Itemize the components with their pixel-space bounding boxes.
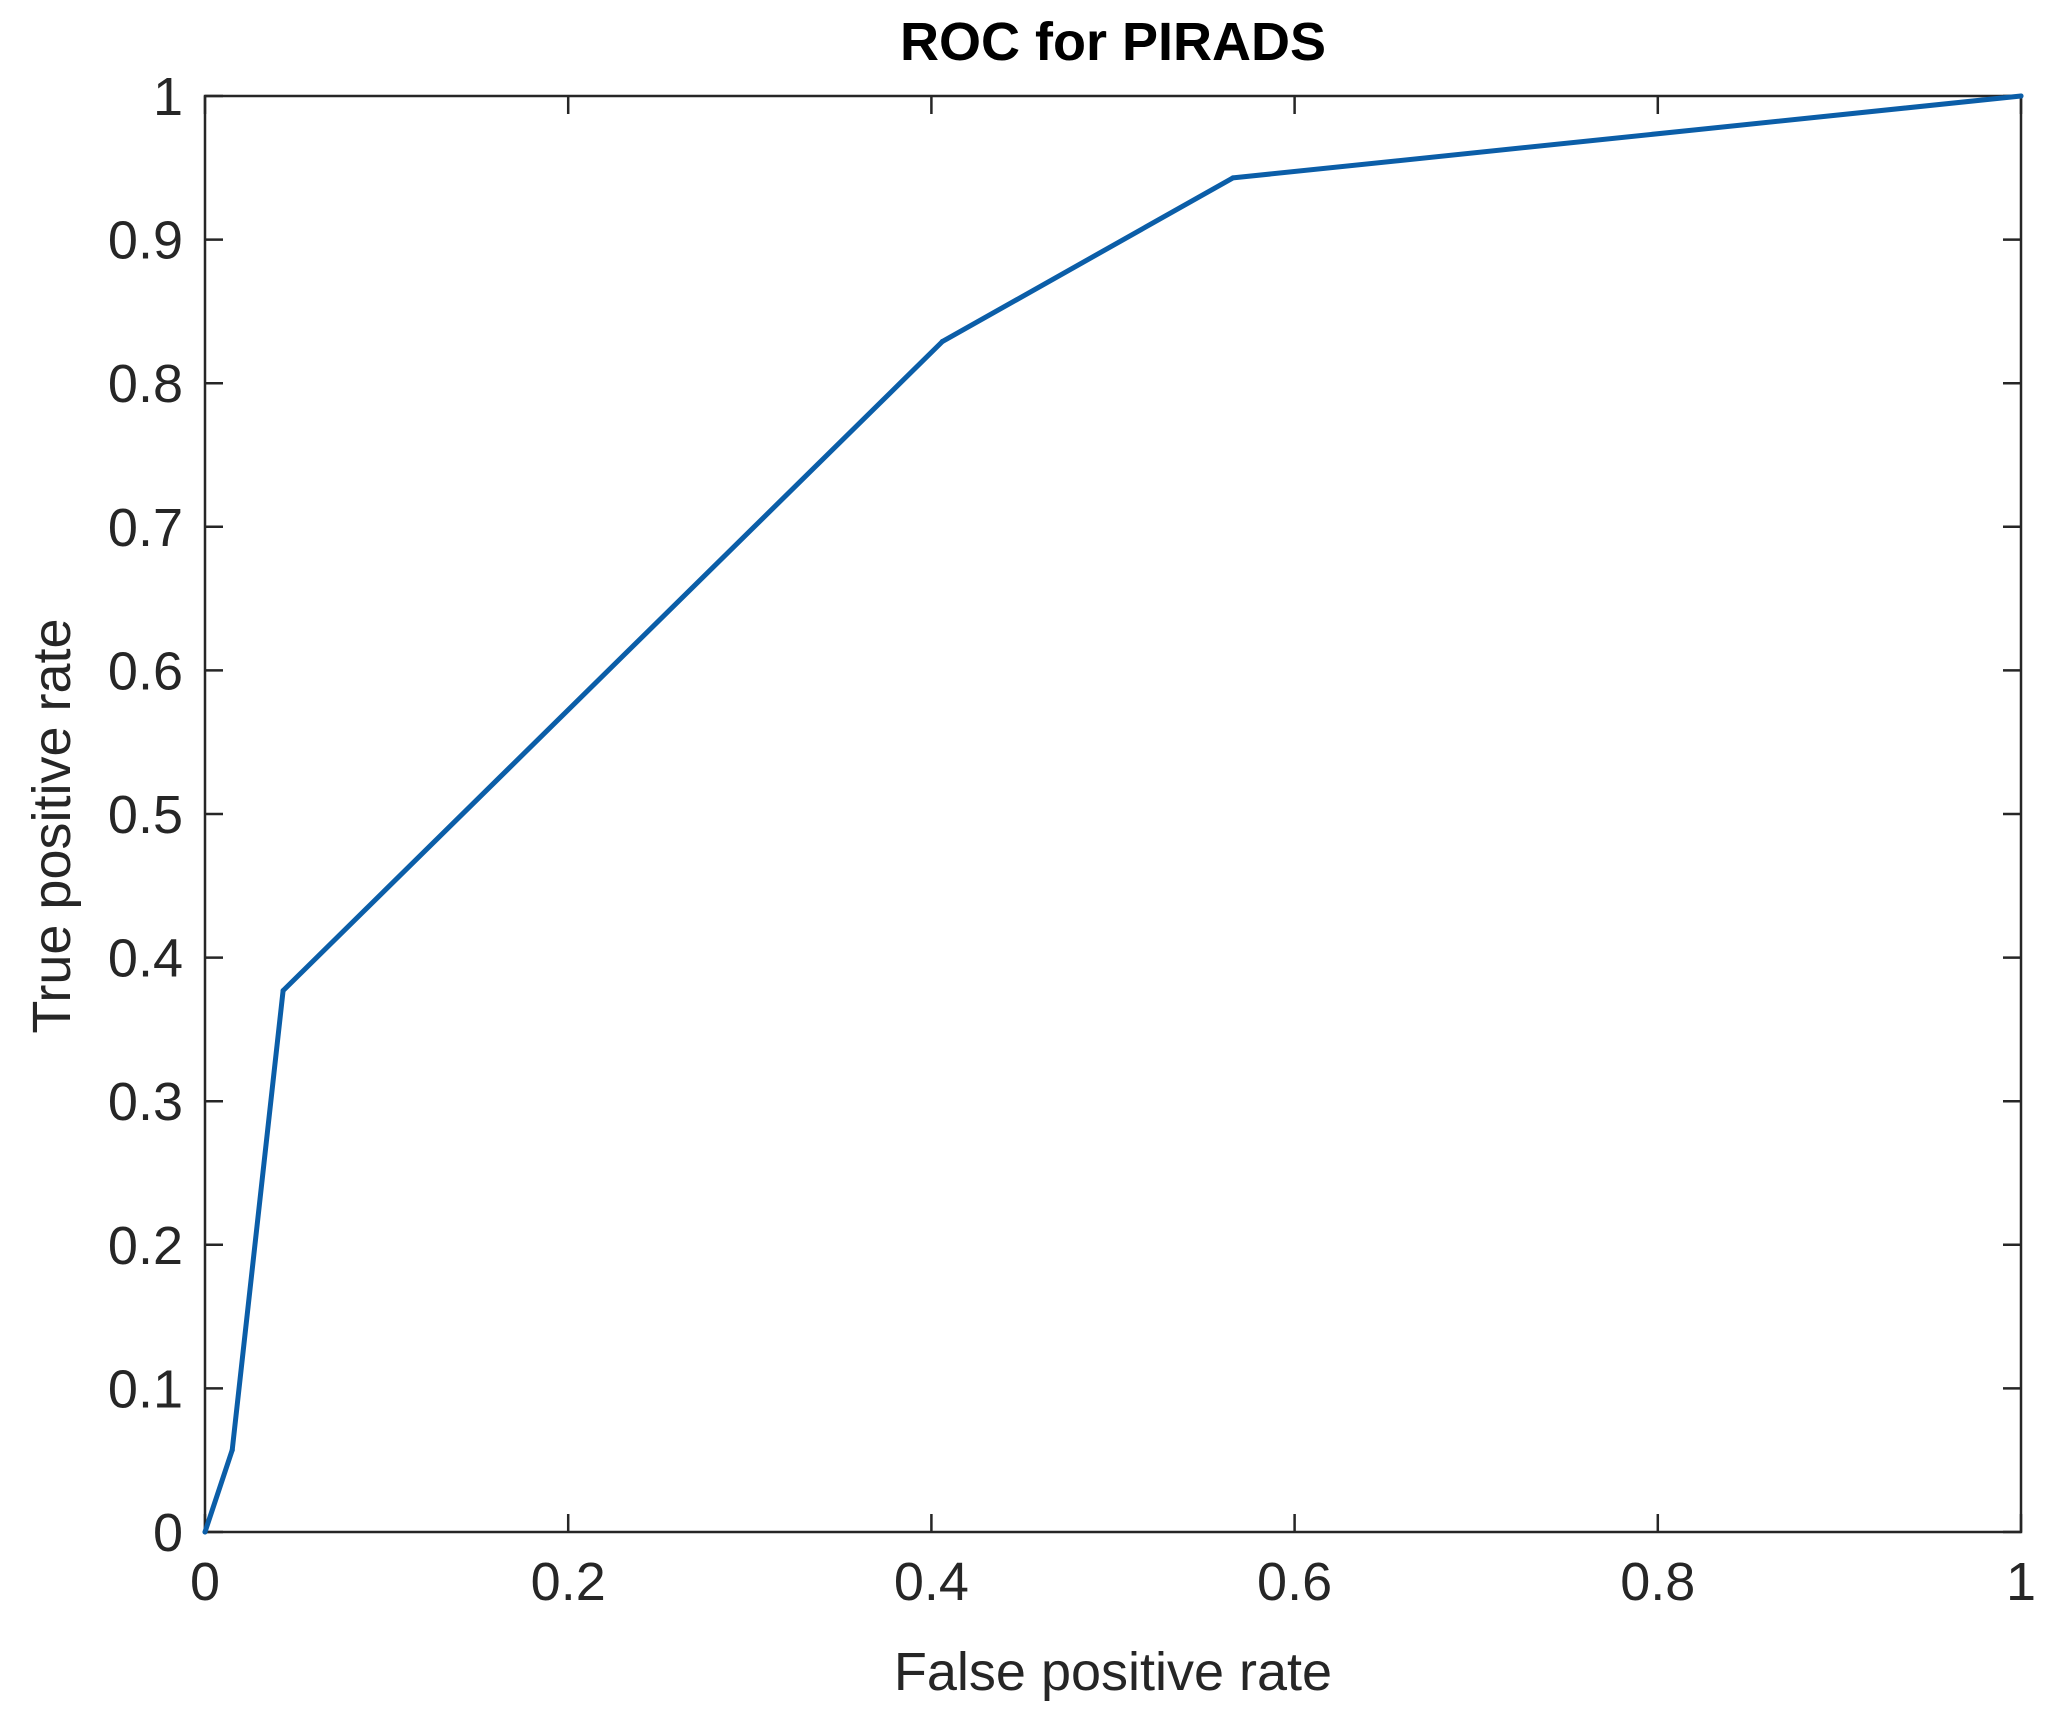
roc-curve-point	[280, 988, 286, 994]
y-tick-label: 0	[153, 1503, 183, 1563]
y-tick-label: 0.2	[108, 1216, 183, 1276]
y-tick-label: 0.9	[108, 211, 183, 271]
plot-frame	[203, 94, 2023, 1534]
x-tick-label: 0.4	[894, 1552, 969, 1612]
roc-curve-point	[939, 339, 945, 345]
roc-curve-point	[1230, 175, 1236, 181]
y-tick-label: 0.3	[108, 1072, 183, 1132]
roc-curve-point	[229, 1447, 235, 1453]
x-tick-label: 0.2	[531, 1552, 606, 1612]
y-tick-label: 0.8	[108, 354, 183, 414]
x-tick-label: 1	[2006, 1552, 2036, 1612]
y-tick-label: 1	[153, 67, 183, 127]
x-tick-label: 0.8	[1620, 1552, 1695, 1612]
y-tick-label: 0.5	[108, 785, 183, 845]
x-tick-label: 0	[190, 1552, 220, 1612]
x-tick-label: 0.6	[1257, 1552, 1332, 1612]
x-axis-title: False positive rate	[894, 1642, 1332, 1702]
y-tick-label: 0.4	[108, 929, 183, 989]
y-tick-label: 0.1	[108, 1359, 183, 1419]
roc-curve-line	[202, 93, 2024, 1535]
roc-curve-point	[2018, 93, 2024, 99]
y-tick-label: 0.6	[108, 641, 183, 701]
plot-area: 0 0.2 0.4 0.6 0.8 1 0 0.1 0.2 0.3 0.4 0.5 0.6 0.7 0.8 0…	[108, 67, 2036, 1612]
y-axis-title: True positive rate	[22, 618, 82, 1033]
y-tick-label: 0.7	[108, 498, 183, 558]
chart-title: ROC for PIRADS	[900, 12, 1326, 72]
roc-curve-point	[202, 1529, 208, 1535]
